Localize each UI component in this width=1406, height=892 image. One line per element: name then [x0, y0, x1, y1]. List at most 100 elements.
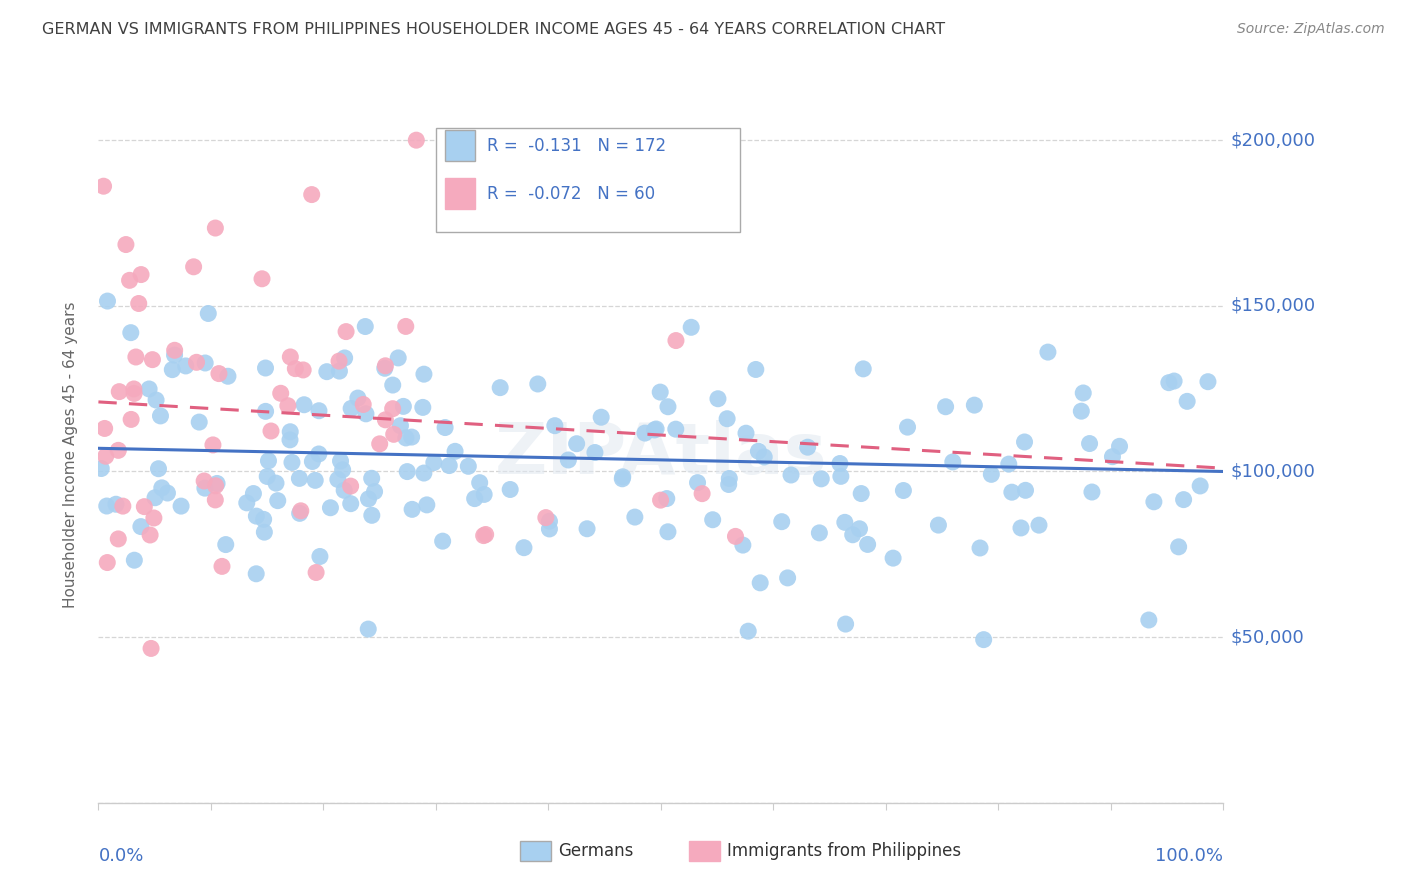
Point [942, 455, 965, 469]
Point [143, 491, 166, 505]
Point [253, 512, 276, 526]
Point [292, 363, 315, 377]
Point [162, 362, 184, 376]
Point [201, 438, 224, 452]
Point [111, 499, 134, 513]
Point [381, 378, 404, 392]
Point [90, 461, 112, 475]
Point [472, 528, 495, 542]
Point [149, 409, 172, 423]
Point [335, 325, 357, 339]
Point [624, 510, 647, 524]
Point [381, 401, 404, 416]
Point [395, 319, 418, 334]
Point [513, 541, 536, 555]
Point [702, 513, 724, 527]
Point [935, 400, 957, 414]
Point [848, 522, 870, 536]
Point [139, 528, 162, 542]
Point [851, 486, 873, 500]
Point [374, 359, 396, 373]
Point [333, 483, 356, 498]
Point [104, 497, 127, 511]
Point [396, 465, 419, 479]
Point [204, 479, 226, 493]
Point [360, 508, 382, 523]
Point [96, 294, 118, 309]
Point [357, 491, 380, 506]
Point [309, 549, 332, 564]
Point [1197, 375, 1219, 389]
Point [347, 391, 370, 405]
Point [499, 483, 522, 497]
Point [796, 440, 818, 454]
Point [828, 457, 851, 471]
Point [1189, 479, 1212, 493]
Point [969, 541, 991, 555]
Text: Immigrants from Philippines: Immigrants from Philippines [727, 842, 962, 860]
Text: R =  -0.072   N = 60: R = -0.072 N = 60 [488, 185, 655, 202]
Point [290, 504, 312, 518]
Point [686, 475, 709, 490]
Point [1081, 485, 1104, 500]
Point [278, 425, 301, 439]
Point [120, 412, 142, 426]
Point [281, 455, 304, 469]
Point [352, 397, 374, 411]
Point [138, 382, 160, 396]
Point [1001, 485, 1024, 500]
Point [457, 459, 479, 474]
Point [305, 566, 328, 580]
Point [1108, 439, 1130, 453]
Point [339, 479, 361, 493]
Point [354, 407, 377, 421]
Text: $200,000: $200,000 [1230, 131, 1315, 149]
Point [557, 453, 579, 467]
Point [357, 622, 380, 636]
Point [332, 463, 354, 477]
Point [1036, 345, 1059, 359]
Text: Germans: Germans [558, 842, 634, 860]
Point [665, 422, 688, 436]
Point [204, 492, 226, 507]
Point [278, 433, 301, 447]
Point [170, 499, 193, 513]
Point [142, 511, 165, 525]
Text: 0.0%: 0.0% [98, 847, 143, 865]
Point [141, 352, 163, 367]
Point [576, 522, 599, 536]
Y-axis label: Householder Income Ages 45 - 64 years: Householder Income Ages 45 - 64 years [63, 301, 77, 608]
Point [288, 507, 311, 521]
Point [643, 423, 665, 437]
Point [810, 472, 832, 486]
Point [304, 474, 326, 488]
Point [657, 400, 679, 414]
Point [150, 481, 173, 495]
Point [834, 516, 856, 530]
Point [339, 497, 361, 511]
Point [236, 496, 259, 510]
Point [544, 418, 567, 433]
Point [93, 179, 115, 194]
Point [856, 537, 879, 551]
Point [124, 553, 146, 567]
Point [254, 404, 277, 418]
Text: GERMAN VS IMMIGRANTS FROM PHILIPPINES HOUSEHOLDER INCOME AGES 45 - 64 YEARS CORR: GERMAN VS IMMIGRANTS FROM PHILIPPINES HO… [42, 22, 945, 37]
Point [1167, 540, 1189, 554]
Point [650, 493, 672, 508]
Point [193, 474, 215, 488]
Text: R =  -0.131   N = 172: R = -0.131 N = 172 [488, 136, 666, 154]
Point [690, 486, 713, 500]
Point [107, 532, 129, 546]
Point [96, 499, 118, 513]
Point [277, 399, 299, 413]
Point [186, 355, 208, 369]
Point [96, 556, 118, 570]
Point [401, 502, 423, 516]
Text: 100.0%: 100.0% [1156, 847, 1223, 865]
Point [139, 641, 162, 656]
Point [129, 268, 152, 282]
Point [423, 456, 446, 470]
Point [472, 487, 495, 501]
Point [527, 376, 550, 391]
